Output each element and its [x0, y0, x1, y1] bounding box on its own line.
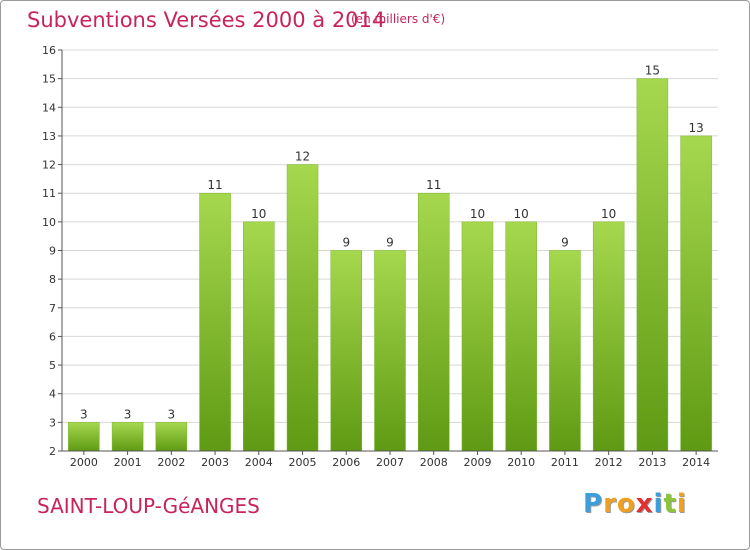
- bar-2007: [374, 250, 406, 452]
- x-tick-label-2006: 2006: [332, 456, 360, 469]
- data-label-2008: 11: [426, 178, 441, 192]
- y-tick-label: 11: [42, 187, 56, 200]
- bar-2011: [549, 250, 581, 452]
- y-tick-label: 12: [42, 159, 56, 172]
- data-label-2006: 9: [342, 236, 350, 250]
- x-tick-label-2014: 2014: [682, 456, 710, 469]
- data-labels: 3 3 3 11 10 12 9 9 11 10 10 9 10 15 13: [80, 64, 704, 422]
- bar-2004: [243, 221, 275, 452]
- logo-letter: t: [663, 489, 677, 519]
- y-tick-label: 5: [49, 359, 56, 372]
- y-tick-label: 8: [49, 273, 56, 286]
- chart-unit-label: (en milliers d'€): [351, 12, 446, 26]
- y-tick-label: 13: [42, 130, 56, 143]
- data-label-2000: 3: [80, 407, 88, 421]
- y-tick-label: 7: [49, 302, 56, 315]
- y-tick-label: 10: [42, 216, 56, 229]
- x-tick-label-2005: 2005: [289, 456, 317, 469]
- logo-letter: x: [635, 489, 654, 519]
- data-label-2007: 9: [386, 236, 394, 250]
- x-tick-label-2000: 2000: [70, 456, 98, 469]
- logo-letter: r: [603, 489, 617, 519]
- data-label-2003: 11: [207, 178, 222, 192]
- bar-2003: [199, 192, 231, 452]
- bar-2002: [155, 422, 188, 452]
- x-tick-label-2009: 2009: [463, 456, 491, 469]
- y-tick-label: 3: [49, 416, 56, 429]
- bar-2001: [111, 422, 144, 452]
- data-label-2012: 10: [601, 207, 616, 221]
- x-tick-label-2013: 2013: [638, 456, 666, 469]
- y-tick-label: 4: [49, 388, 56, 401]
- bar-2009: [461, 221, 494, 452]
- bar-2000: [68, 422, 100, 452]
- bar-2013: [636, 78, 669, 452]
- logo-letter: P: [583, 489, 604, 519]
- x-tick-label-2002: 2002: [157, 456, 185, 469]
- logo-letter: o: [616, 489, 636, 519]
- bar-2014: [680, 135, 712, 452]
- logo-letter: i: [653, 489, 664, 519]
- y-tick-label: 6: [49, 330, 56, 343]
- y-tick-label: 9: [49, 245, 56, 258]
- data-label-2002: 3: [168, 407, 176, 421]
- y-tick-label: 2: [49, 445, 56, 458]
- proxiti-logo: Proxiti: [583, 489, 687, 519]
- data-label-2011: 9: [561, 236, 569, 250]
- data-label-2009: 10: [470, 207, 485, 221]
- x-tick-label-2010: 2010: [507, 456, 535, 469]
- y-tick-label: 14: [42, 101, 56, 114]
- bars: [68, 78, 712, 452]
- x-tick-label-2007: 2007: [376, 456, 404, 469]
- logo-letter: i: [676, 489, 687, 519]
- data-label-2010: 10: [514, 207, 529, 221]
- bar-2012: [592, 221, 625, 452]
- data-label-2014: 13: [688, 121, 703, 135]
- y-tick-label: 16: [42, 44, 56, 57]
- x-tick-label-2003: 2003: [201, 456, 229, 469]
- data-label-2013: 15: [645, 64, 660, 78]
- x-tick-label-2008: 2008: [420, 456, 448, 469]
- x-tick-label-2001: 2001: [114, 456, 142, 469]
- axes: 2 3 4 5 6 7 8 9 10 11 12 13 14 15 16 2000 2001 2002 2003 20…: [42, 44, 718, 469]
- bar-2006: [330, 250, 363, 452]
- bar-2005: [286, 164, 319, 452]
- y-tick-label: 15: [42, 73, 56, 86]
- x-tick-label-2004: 2004: [245, 456, 273, 469]
- bar-2008: [417, 192, 450, 452]
- x-tick-label-2012: 2012: [595, 456, 623, 469]
- commune-name: SAINT-LOUP-GéANGES: [37, 494, 260, 518]
- data-label-2001: 3: [124, 407, 132, 421]
- data-label-2004: 10: [251, 207, 266, 221]
- x-tick-label-2011: 2011: [551, 456, 579, 469]
- data-label-2005: 12: [295, 150, 310, 164]
- chart-title: Subventions Versées 2000 à 2014: [27, 8, 386, 32]
- bar-2010: [505, 221, 537, 452]
